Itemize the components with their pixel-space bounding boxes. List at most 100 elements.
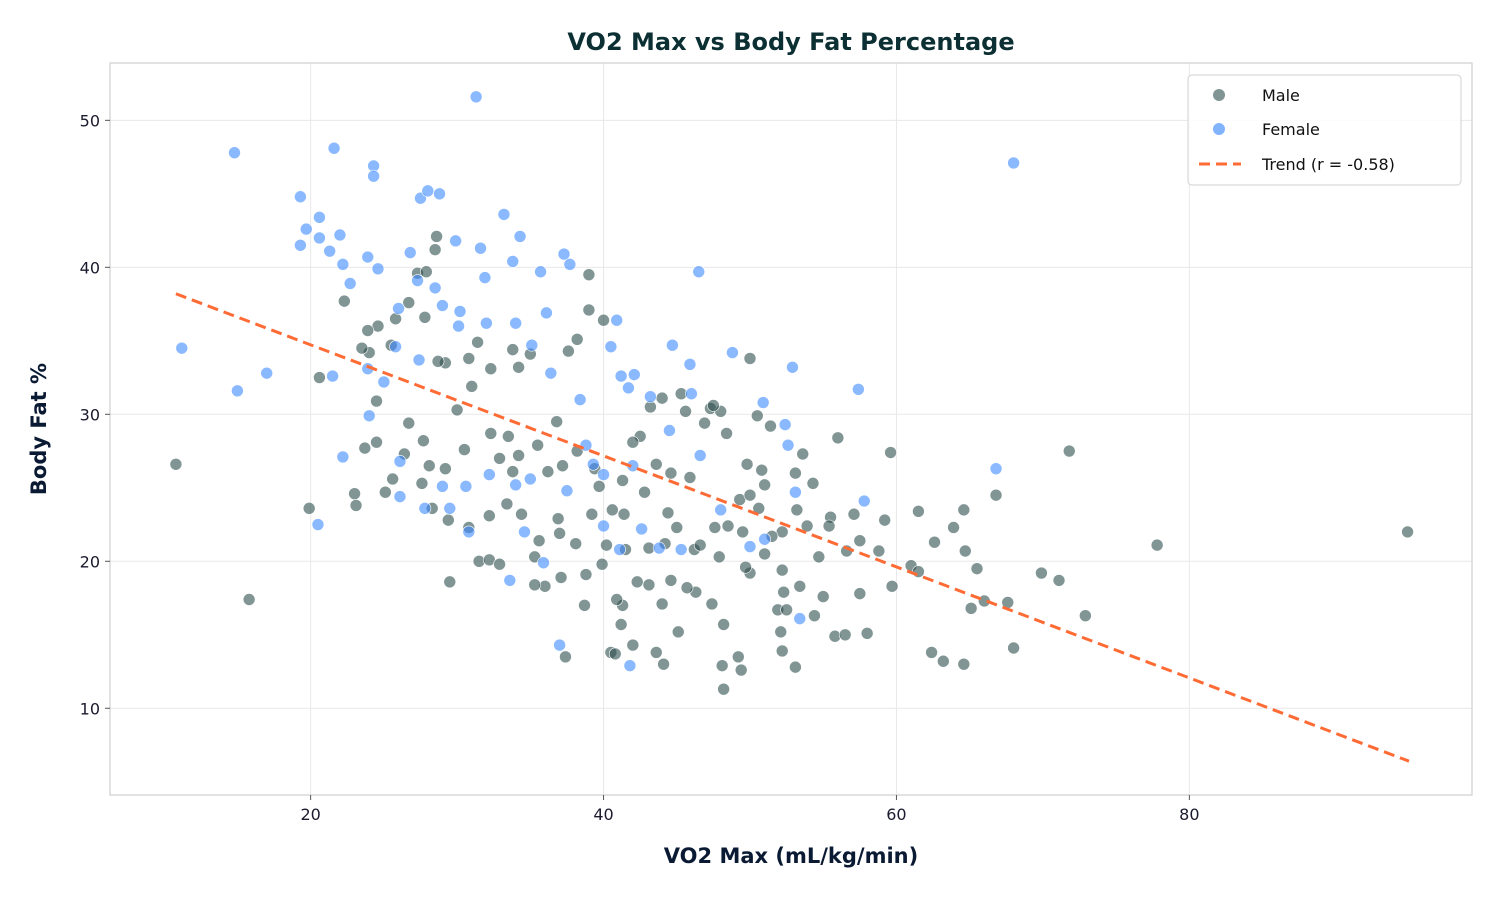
point-male <box>610 593 624 606</box>
point-male <box>708 521 722 534</box>
point-male <box>528 578 542 592</box>
point-male <box>616 474 629 487</box>
point-female <box>513 230 527 243</box>
point-male <box>531 438 544 452</box>
point-female <box>421 184 435 198</box>
point-male <box>422 459 436 473</box>
point-male <box>420 265 433 279</box>
point-male <box>471 335 484 349</box>
point-male <box>937 654 950 668</box>
point-male <box>721 519 735 533</box>
point-female <box>469 90 483 104</box>
point-male <box>582 268 596 281</box>
legend-label-female: Female <box>1262 120 1320 139</box>
point-male <box>884 446 897 459</box>
x-tick-label: 20 <box>300 805 320 824</box>
point-male <box>370 435 383 449</box>
point-male <box>838 628 852 642</box>
point-male <box>928 535 941 549</box>
point-female <box>685 387 698 401</box>
point-female <box>453 305 467 318</box>
point-female <box>789 485 802 499</box>
point-female <box>623 659 637 672</box>
legend-label-trend: Trend (r = -0.58) <box>1261 155 1395 174</box>
point-female <box>613 543 626 556</box>
point-female <box>553 638 566 652</box>
point-male <box>853 534 867 548</box>
point-male <box>402 416 416 430</box>
point-male <box>569 537 583 550</box>
point-male <box>751 409 764 423</box>
point-male <box>912 505 925 518</box>
point-male <box>442 513 455 527</box>
point-male <box>1150 538 1164 552</box>
x-tick-label: 60 <box>886 805 906 824</box>
point-female <box>497 208 511 221</box>
point-male <box>361 324 375 337</box>
point-female <box>367 169 380 183</box>
point-male <box>734 663 748 677</box>
point-female <box>392 302 405 315</box>
point-male <box>458 443 471 456</box>
point-female <box>327 141 341 155</box>
point-female <box>540 306 553 320</box>
point-male <box>707 399 720 412</box>
point-male <box>428 243 442 256</box>
point-male <box>512 360 525 374</box>
point-female <box>389 340 402 353</box>
trend-line <box>175 292 1410 763</box>
point-female <box>323 244 336 258</box>
point-male <box>970 562 984 575</box>
x-tick-label: 80 <box>1179 805 1199 824</box>
point-male <box>793 579 807 593</box>
point-female <box>604 340 618 353</box>
point-male <box>630 575 644 589</box>
point-female <box>362 409 376 423</box>
point-male <box>506 465 520 478</box>
point-male <box>822 519 836 533</box>
point-female <box>436 299 449 312</box>
point-male <box>731 650 745 664</box>
point-female <box>377 375 391 389</box>
point-female <box>260 366 274 380</box>
point-female <box>597 468 610 481</box>
point-male <box>717 682 730 696</box>
point-male <box>484 427 498 440</box>
point-female <box>610 313 624 327</box>
point-female <box>525 338 539 352</box>
point-male <box>717 618 730 631</box>
point-male <box>562 344 575 358</box>
point-male <box>780 603 793 617</box>
point-female <box>509 478 522 492</box>
point-male <box>925 646 938 659</box>
point-male <box>483 509 496 523</box>
point-male <box>606 503 619 517</box>
point-male <box>585 507 599 521</box>
y-tick-label: 50 <box>80 111 100 130</box>
point-female <box>459 480 473 493</box>
point-female <box>622 381 635 395</box>
point-male <box>550 415 563 428</box>
legend-box <box>1187 74 1462 186</box>
point-female <box>403 246 417 259</box>
point-female <box>563 258 577 271</box>
point-female <box>786 360 799 374</box>
point-male <box>402 296 416 309</box>
point-female <box>336 450 350 464</box>
point-female <box>361 250 375 264</box>
point-male <box>528 550 542 564</box>
point-female <box>793 612 807 625</box>
point-male <box>680 581 694 595</box>
point-male <box>712 550 726 564</box>
point-male <box>649 646 663 659</box>
point-male <box>698 416 711 430</box>
points-layer <box>169 90 1414 696</box>
point-male <box>608 647 622 661</box>
point-male <box>642 578 656 592</box>
point-female <box>989 462 1003 475</box>
point-female <box>544 366 558 380</box>
point-female <box>333 228 347 242</box>
point-male <box>1079 609 1092 622</box>
x-tick-label: 40 <box>593 805 613 824</box>
point-female <box>758 532 771 546</box>
